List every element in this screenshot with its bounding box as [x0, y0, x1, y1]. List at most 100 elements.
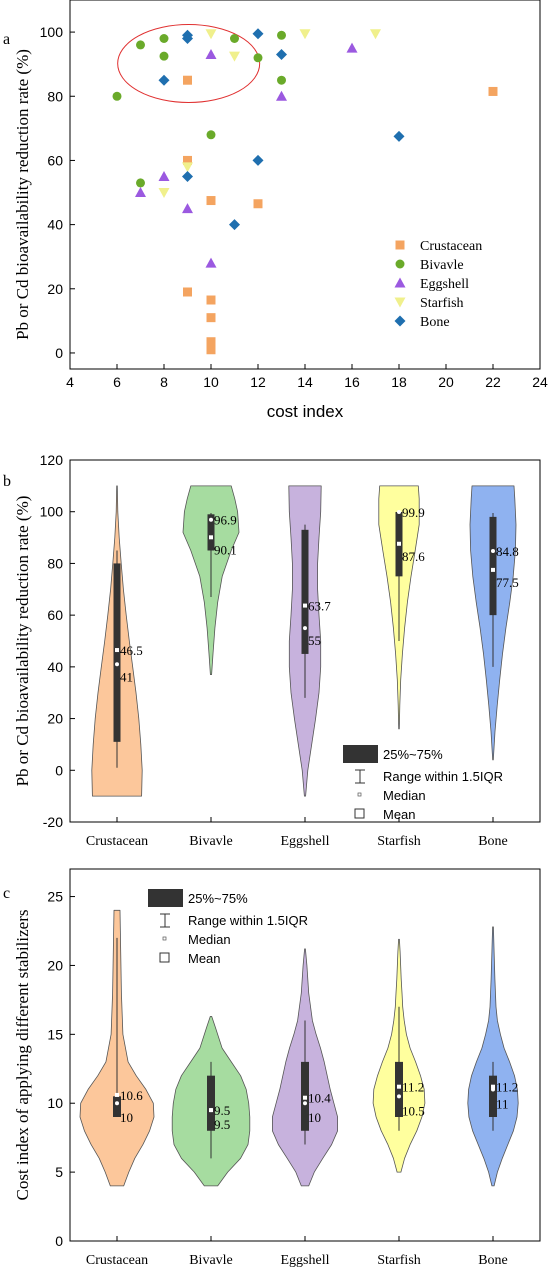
data-point-bone — [182, 33, 193, 45]
x-axis-title-a: cost index — [267, 402, 344, 421]
iqr-box-eggshell — [301, 529, 309, 654]
y-tick-label: 60 — [47, 607, 63, 623]
value-label: 9.5 — [214, 1103, 230, 1118]
legend-box-swatch — [148, 889, 183, 907]
value-label: 10.5 — [402, 1103, 425, 1118]
legend-median-label: Median — [383, 788, 426, 803]
value-label: 10.6 — [120, 1088, 143, 1103]
data-point-eggshell — [205, 257, 217, 268]
iqr-box-bivavle — [207, 514, 215, 551]
y-tick-label: 20 — [47, 957, 63, 973]
x-tick-label: 24 — [532, 374, 548, 390]
x-tick-label: 6 — [113, 374, 121, 390]
legend-marker-crustacean — [395, 240, 405, 250]
value-label: 11 — [496, 1096, 509, 1111]
data-point-crustacean — [183, 287, 192, 297]
violin-chart-b: b -20 0 20 40 60 80 100 120 Crustacean Bivavle Egg… — [3, 452, 541, 849]
y-axis-title-b: Pb or Cd bioavailability reduction rate … — [13, 496, 32, 787]
legend-marker-eggshell — [394, 277, 406, 288]
value-label: 77.5 — [496, 575, 519, 590]
iqr-box-bivavle — [207, 1075, 215, 1131]
legend-label: Bivavle — [420, 258, 464, 273]
data-point-crustacean — [206, 313, 216, 323]
median-marker — [209, 517, 213, 522]
legend-box-label: 25%~75% — [188, 891, 248, 906]
mean-marker — [115, 648, 119, 653]
iqr-box-crustacean — [113, 563, 121, 742]
value-label: 96.9 — [214, 513, 237, 528]
data-point-eggshell — [158, 170, 170, 181]
y-tick-label: 15 — [47, 1026, 63, 1042]
data-point-bivavle — [277, 75, 286, 85]
value-label: 63.7 — [308, 599, 331, 614]
value-label: 10.4 — [308, 1091, 331, 1106]
category-label: Starfish — [377, 834, 421, 849]
mean-marker — [303, 1095, 307, 1100]
data-point-starfish — [205, 29, 217, 40]
y-tick-label: 0 — [55, 345, 63, 361]
legend-mean-marker — [159, 952, 170, 963]
y-tick-label: 40 — [47, 659, 63, 675]
y-tick-label: 0 — [55, 762, 63, 778]
category-label: Eggshell — [281, 834, 330, 849]
value-label: 11.2 — [402, 1080, 424, 1095]
y-tick-label: 120 — [40, 452, 64, 468]
data-point-starfish — [370, 29, 381, 40]
iqr-box-crustacean — [113, 1096, 121, 1117]
y-tick-label: 40 — [47, 217, 63, 233]
violins-b: 46.5 41 96.9 90.1 63.7 55 99.9 87.6 84.8 77.5 — [91, 485, 519, 797]
data-point-starfish — [299, 29, 311, 40]
category-label: Eggshell — [281, 1253, 330, 1268]
y-tick-label: 80 — [47, 555, 63, 571]
data-point-crustacean — [206, 345, 216, 355]
data-point-bivavle — [230, 34, 239, 44]
category-label: Bivavle — [189, 834, 233, 849]
y-tick-label: 20 — [47, 711, 63, 727]
panel-label-c: c — [3, 885, 10, 902]
y-axis-title-c: Cost index of applying different stabili… — [13, 910, 32, 1201]
legend-c: 25%~75% Range within 1.5IQR Median Mean — [148, 889, 308, 966]
scatter-points — [112, 28, 498, 355]
legend-range-label: Range within 1.5IQR — [383, 769, 503, 784]
y-tick-label: 0 — [55, 1233, 63, 1249]
annotation-ellipse — [117, 24, 261, 104]
category-label: Crustacean — [86, 834, 148, 849]
data-point-eggshell — [276, 90, 287, 101]
data-point-bone — [393, 130, 405, 142]
data-point-crustacean — [206, 196, 216, 206]
iqr-box-bone — [489, 516, 497, 616]
x-tick-label: 12 — [250, 374, 266, 390]
legend-a: Crustacean Bivavle Eggshell Starfish Bone — [394, 239, 482, 330]
value-label: 55 — [308, 633, 321, 648]
violin-bone — [467, 926, 519, 1187]
panel-label-a: a — [3, 31, 10, 48]
value-label: 41 — [120, 669, 133, 684]
legend-mean-marker — [354, 808, 365, 819]
axes-c: 0 5 10 15 20 25 Crustacean Bivavle Eggshell Starf… — [47, 889, 507, 1268]
median-marker — [209, 1108, 213, 1113]
category-label: Starfish — [377, 1253, 421, 1268]
legend-label: Bone — [420, 315, 450, 330]
category-label: Bone — [478, 834, 508, 849]
y-axis-title-a: Pb or Cd bioavailability reduction rate … — [13, 49, 32, 340]
legend-label: Starfish — [420, 296, 464, 311]
data-point-eggshell — [182, 203, 193, 214]
data-point-bone — [158, 74, 170, 86]
iqr-box-starfish — [395, 1061, 403, 1117]
x-tick-label: 10 — [203, 374, 219, 390]
value-label: 11.2 — [496, 1080, 518, 1095]
data-point-bone — [182, 170, 193, 182]
data-point-bivavle — [206, 130, 216, 140]
data-point-crustacean — [183, 155, 192, 165]
median-marker — [491, 1087, 495, 1092]
legend-median-marker — [162, 936, 167, 941]
iqr-box-bone — [489, 1075, 497, 1117]
panel-label-b: b — [3, 473, 11, 490]
data-point-starfish — [229, 51, 240, 62]
y-tick-label: 100 — [40, 24, 64, 40]
legend-box-label: 25%~75% — [383, 747, 443, 762]
axes-a: 4 6 8 10 12 14 16 18 20 22 24 0 20 40 60 80 100 — [40, 24, 548, 390]
mean-marker — [397, 541, 401, 546]
mean-marker — [491, 567, 495, 572]
